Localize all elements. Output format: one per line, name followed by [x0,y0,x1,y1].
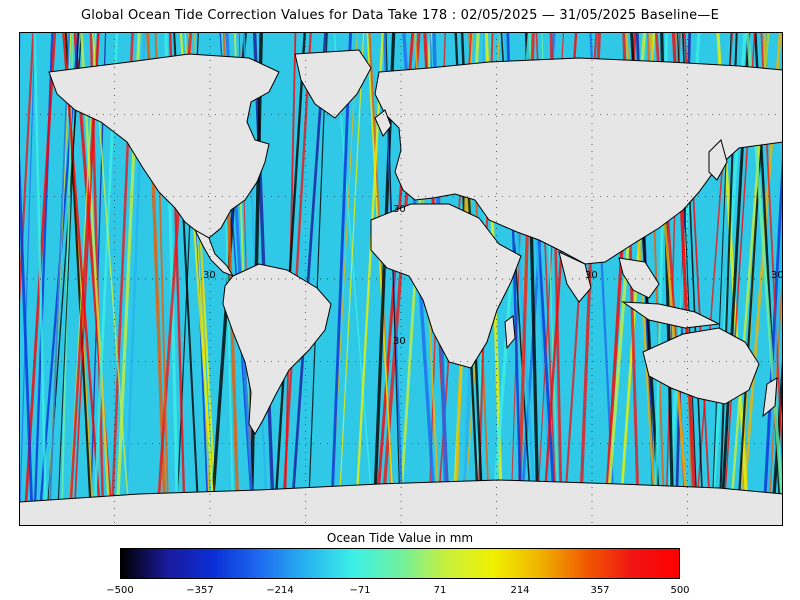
landmass-africa [370,203,522,369]
swath-track [48,32,71,526]
swath-track [19,128,34,526]
landmass-southeast-asia [618,257,660,299]
landmass-south-america [222,263,332,435]
landmass-greenland [294,49,372,119]
swath-track [307,32,328,526]
colorbar-title: Ocean Tide Value in mm [326,531,474,545]
land-masses [19,49,783,526]
colorbar-tick-label: 214 [510,585,530,596]
colorbar-tick-label: 357 [590,585,610,596]
colorbar-tick-label: −500 [106,585,134,596]
swath-track [19,32,35,324]
landmass-japan [708,139,728,181]
landmass-indonesia [621,301,721,329]
landmass-australia [642,327,760,405]
landmass-uk [374,109,392,137]
swath-track [19,32,36,526]
grid-labels: 30 30 30 30 30 [203,204,783,347]
grid-label: 30 [393,204,406,215]
map-frame [19,32,783,526]
swath-track [337,32,365,526]
colorbar-tick-label: 71 [433,585,447,596]
swath-track [333,32,375,526]
swath-track [366,32,396,526]
swath-track [56,32,79,526]
grid-label: 30 [771,270,783,281]
colorbar [120,548,680,579]
landmass-north-america [48,53,280,239]
grid-label: 30 [393,336,406,347]
colorbar-tick-label: −357 [186,585,214,596]
grid-label: 30 [203,270,216,281]
landmass-new-zealand [762,377,778,418]
map-title: Global Ocean Tide Correction Values for … [80,8,719,23]
tide-map: 30 30 30 30 30 [19,32,783,526]
swath-track [761,137,783,526]
landmass-madagascar [504,315,516,350]
swath-track [765,183,783,526]
swath-track [60,32,74,526]
colorbar-tick-label: −71 [349,585,371,596]
colorbar-tick-label: 500 [670,585,690,596]
swath-track [289,32,327,526]
colorbar-tick-label: −214 [266,585,294,596]
landmass-antarctica [19,479,783,526]
grid-label: 30 [585,270,598,281]
